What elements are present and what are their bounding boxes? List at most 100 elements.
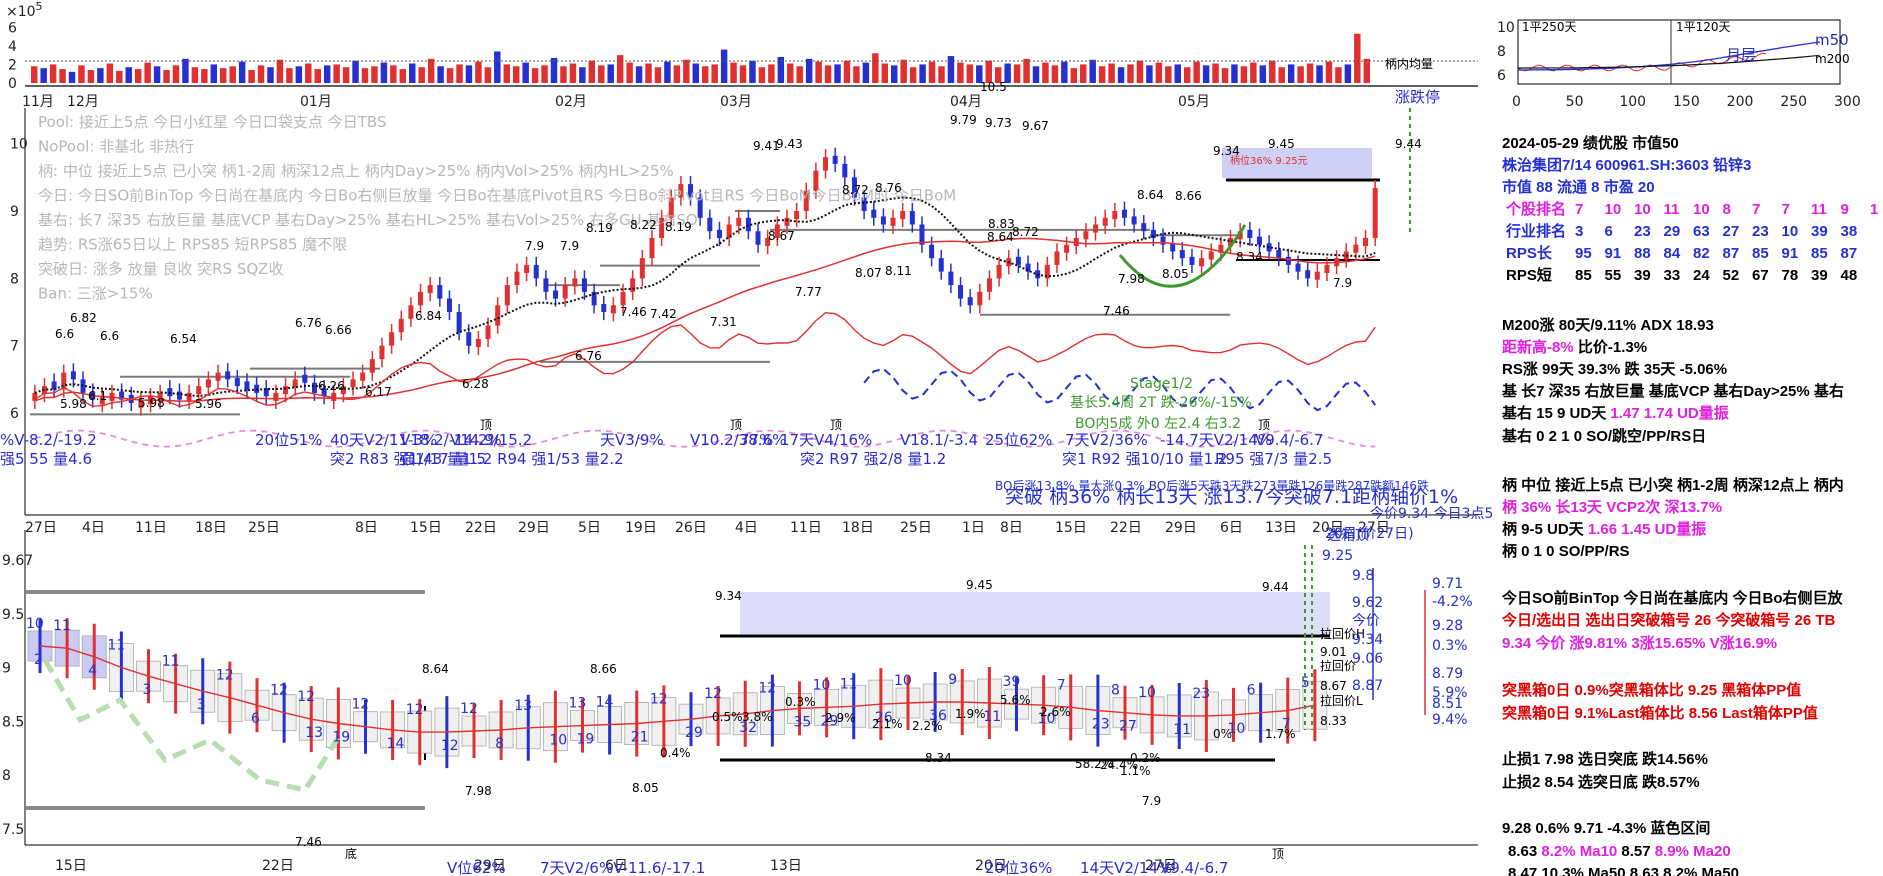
bottom-stat: 7天V2/6%V-11.6/-17.1 <box>540 859 705 876</box>
daily-y-tick: 7 <box>10 339 19 355</box>
rank-row-value: 85 <box>1752 245 1769 262</box>
weekly-y-tick: 7.5 <box>2 822 24 838</box>
info-line: 9.34 今价 涨9.81% 3涨15.65% V涨16.9% <box>1502 634 1777 652</box>
candle-body <box>1131 216 1137 225</box>
price-label: 8.19 <box>586 221 613 235</box>
weekly-bar-number: 13 <box>305 725 323 741</box>
volume-bar <box>1363 58 1370 83</box>
weekly-date-tick: 13日 <box>770 858 802 874</box>
weekly-price-label: 8.05 <box>632 781 659 795</box>
volume-bar <box>976 65 983 83</box>
mini-x-tick: 150 <box>1673 94 1700 110</box>
candle-body <box>832 155 838 164</box>
info-line: 今日/选出日 选出日突破箱号 26 今突破箱号 26 TB <box>1501 611 1836 629</box>
cup-curve <box>1118 224 1247 288</box>
volume-bar <box>985 60 992 83</box>
candle-body <box>369 359 375 373</box>
weekly-bar-numbers: 1021141131131261213121912141212128131013… <box>26 616 1310 754</box>
weekly-pct-label: 0% <box>1213 727 1232 741</box>
candle-body <box>745 217 751 232</box>
volume-bar <box>966 64 974 83</box>
weekly-bar-number: 10 <box>549 733 567 749</box>
price-label: 8.83 <box>988 217 1015 231</box>
candle-body <box>649 237 655 259</box>
month-label: 05月 <box>1178 94 1210 110</box>
date-tick: 19日 <box>625 520 657 536</box>
volume-bar <box>106 63 114 83</box>
candle-body <box>1247 229 1253 238</box>
candle-body <box>1064 244 1070 253</box>
volume-bar <box>1174 64 1181 83</box>
volume-bar <box>267 67 274 83</box>
candle-body <box>234 378 240 387</box>
candle-body <box>620 291 626 306</box>
info-line: 柄 36% 长13天 VCP2次 深13.7% <box>1502 498 1722 516</box>
weekly-bar-number: 35 <box>794 714 812 730</box>
right-pullback-label: 拉回价H <box>1320 626 1365 641</box>
rank-row-value: 67 <box>1752 267 1769 284</box>
volume-bar <box>1193 61 1200 83</box>
date-tick: 4日 <box>82 520 105 536</box>
weekly-bar-number: 11 <box>162 654 180 670</box>
volume-y-tick: 6 <box>8 20 17 36</box>
rank-row-value: 82 <box>1693 245 1710 262</box>
weekly-bar-number: 12 <box>758 681 776 697</box>
candle-body <box>851 177 857 198</box>
weekly-price-labels: 8.64 8.66 9.34 9.45 9.44 7.98 8.05 7.46 8.34 7.9 <box>295 578 1289 849</box>
weekly-bar-number: 12 <box>406 702 424 718</box>
period-stat: 强1/17 量1.2 R94 强1/53 量2.2 <box>400 450 624 468</box>
volume-bars <box>31 33 1370 83</box>
candle-body <box>774 224 780 238</box>
candle-body <box>263 388 269 397</box>
price-label: 8.34 <box>1236 250 1263 264</box>
rank-row-value: 10 <box>1782 223 1799 240</box>
candle-body <box>1015 256 1021 265</box>
candle-body <box>765 237 771 247</box>
price-label: 8.07 <box>855 266 882 280</box>
rank-row-value: 33 <box>1664 267 1681 284</box>
mini-label: 月层 <box>1726 46 1756 64</box>
volume-bar <box>238 61 246 83</box>
overlay-line: Pool: 接近上5点 今日小红星 今日口袋支点 今日TBS <box>38 113 386 131</box>
period-stat: V10.2/38.6% <box>690 431 786 449</box>
volume-bar <box>512 66 520 83</box>
candle-body <box>716 229 722 238</box>
handle-box <box>1222 148 1372 178</box>
price-label: 7.77 <box>795 285 822 299</box>
candle-body <box>958 285 964 299</box>
rank-row-value: 10 <box>1605 201 1622 218</box>
candle-body <box>1343 251 1349 260</box>
price-label: 6.82 <box>70 311 97 325</box>
price-label: 8.11 <box>885 264 912 278</box>
volume-bar <box>862 62 870 83</box>
candle-body <box>1054 251 1060 265</box>
candle-body <box>533 264 539 279</box>
volume-bar <box>1098 66 1106 83</box>
daily-y-ticks: 10 9 8 7 6 <box>10 137 28 422</box>
candle-body <box>331 392 337 401</box>
volume-bar <box>116 70 123 83</box>
price-label: 9.34 <box>1213 144 1240 158</box>
candle-body <box>389 332 395 346</box>
right-pct-value: 9.4% <box>1432 712 1468 728</box>
weekly-pct-label: 3.8% <box>742 710 773 724</box>
rank-row-value: 23 <box>1634 223 1651 240</box>
volume-bar <box>598 65 605 83</box>
weekly-bar-number: 10 <box>813 677 831 693</box>
month-labels: 11月 12月 01月 02月 03月 04月 05月 <box>22 94 1210 110</box>
volume-bar <box>1136 60 1144 83</box>
volume-bar <box>276 59 284 83</box>
volume-bar <box>692 63 699 83</box>
date-tick: 6日 <box>1220 520 1243 536</box>
date-tick: 27日 <box>25 520 57 536</box>
info-line-text: 突黑箱0日 9.1%Last箱体比 8.56 Last箱体PP值 <box>1502 704 1818 722</box>
volume-bar <box>957 62 964 83</box>
price-label: 9.73 <box>985 116 1012 130</box>
handle-box-label: 柄位36% 9.25元 <box>1230 154 1308 167</box>
weekly-bar-number: 13 <box>514 698 532 714</box>
candle-body <box>697 197 703 218</box>
date-tick: 27日 <box>1358 520 1390 536</box>
info-line: 基 长7 深35 右放巨量 基底VCP 基右Day>25% 基右 <box>1501 382 1844 400</box>
month-label: 01月 <box>300 94 332 110</box>
overlay-line: 柄: 中位 接近上5点 已小突 柄1-2周 柄深12点上 柄内Day>25% 柄… <box>38 162 674 180</box>
